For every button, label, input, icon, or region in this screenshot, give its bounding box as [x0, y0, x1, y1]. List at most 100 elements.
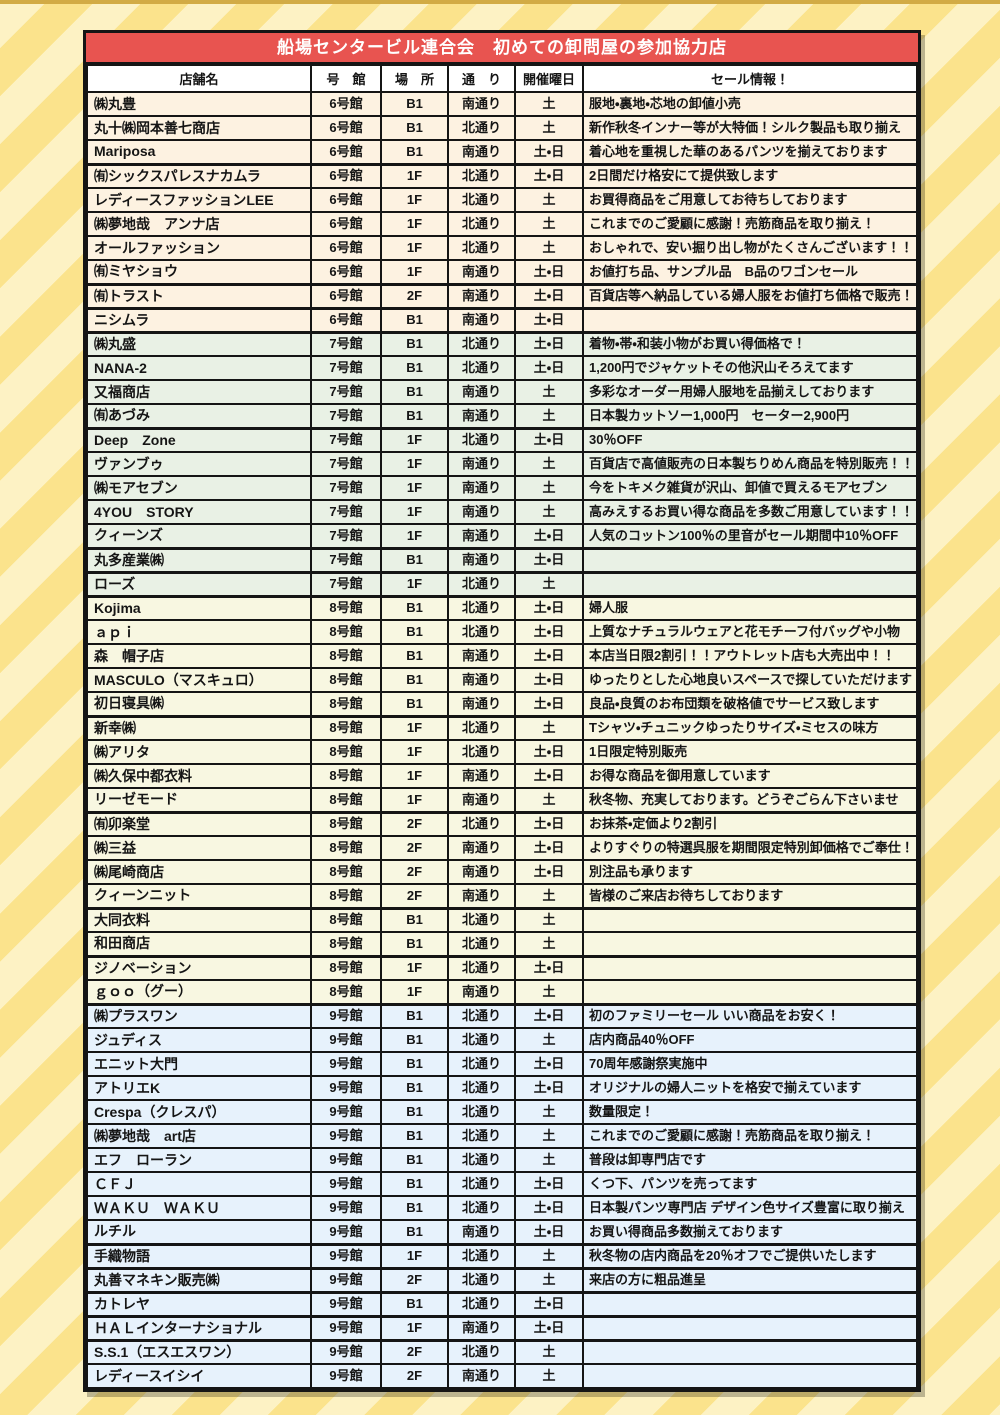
table-row: ジノベーション 8号館 1F 北通り 土・日: [86, 954, 918, 981]
cell-sale-info: 百貨店で高値販売の日本製ちりめん商品を特別販売！！: [582, 451, 918, 477]
cell-days: 土: [514, 883, 584, 909]
cell-store-name: ㈱アリタ: [86, 739, 312, 765]
stores-table: 店舗名 号 館 場 所 通 り 開催曜日 セール情報！ ㈱丸豊 6号館 B1 南…: [86, 64, 918, 1389]
cell-sale-info: 婦人服: [582, 594, 918, 621]
cell-store-name: MASCULO（マスキュロ）: [86, 667, 312, 693]
cell-floor: B1: [380, 1123, 449, 1149]
table-row: 4YOU STORY 7号館 1F 南通り 土 高みえするお買い得な商品を多数ご…: [86, 499, 918, 525]
cell-sale-info: オリジナルの婦人ニットを格安で揃えています: [582, 1075, 918, 1101]
table-row: ㈲あづみ 7号館 B1 南通り 土 日本製カットソー1,000円 セーター2,9…: [86, 403, 918, 429]
cell-store-name: ａｐｉ: [86, 619, 312, 645]
table-row: ㈱モアセブン 7号館 1F 南通り 土 今をトキメク雑貨が沢山、卸値で買えるモア…: [86, 475, 918, 501]
cell-sale-info: 30％OFF: [582, 426, 918, 453]
table-row: カトレヤ 9号館 B1 北通り 土・日: [86, 1290, 918, 1317]
cell-sale-info: よりすぐりの特選呉服を期間限定特別卸価格でご奉仕！: [582, 835, 918, 861]
cell-floor: B1: [380, 139, 449, 165]
table-row: ジュディス 9号館 B1 北通り 土 店内商品40％OFF: [86, 1027, 918, 1053]
cell-street: 南通り: [447, 475, 516, 501]
cell-days: 土・日: [514, 1195, 584, 1221]
table-row: 森 帽子店 8号館 B1 南通り 土・日 本店当日限2割引！！アウトレット店も大…: [86, 643, 918, 669]
cell-days: 土・日: [514, 523, 584, 549]
cell-days: 土・日: [514, 667, 584, 693]
cell-street: 北通り: [447, 906, 516, 933]
cell-street: 北通り: [447, 1338, 516, 1365]
cell-sale-info: 秋冬物、充実しております。どうぞごらん下さいませ: [582, 787, 918, 813]
cell-street: 北通り: [447, 1266, 516, 1293]
cell-floor: 1F: [380, 475, 449, 501]
cell-store-name: エニット大門: [86, 1051, 312, 1077]
cell-days: 土: [514, 451, 584, 477]
table-row: ㈱丸豊 6号館 B1 南通り 土 服地・裏地・芯地の卸値小売: [86, 91, 918, 117]
cell-floor: B1: [380, 91, 449, 117]
cell-store-name: S.S.1（エスエスワン）: [86, 1338, 312, 1365]
cell-street: 南通り: [447, 259, 516, 285]
table-row: ＣＦＪ 9号館 B1 北通り 土・日 くつ下、パンツを売ってます: [86, 1171, 918, 1197]
cell-building: 9号館: [310, 1338, 382, 1365]
cell-sale-info: 店内商品40％OFF: [582, 1027, 918, 1053]
cell-building: 8号館: [310, 739, 382, 765]
cell-days: 土・日: [514, 619, 584, 645]
column-header-sale-info: セール情報！: [582, 64, 918, 93]
cell-building: 8号館: [310, 643, 382, 669]
cell-sale-info: くつ下、パンツを売ってます: [582, 1171, 918, 1197]
column-header-store-name: 店舗名: [86, 64, 312, 93]
table-row: 手織物語 9号館 1F 北通り 土 秋冬物の店内商品を20％オフでご提供いたしま…: [86, 1242, 918, 1269]
cell-days: 土: [514, 379, 584, 405]
cell-days: 土・日: [514, 330, 584, 357]
cell-days: 土: [514, 1099, 584, 1125]
cell-days: 土: [514, 1338, 584, 1365]
table-row: 丸善マネキン販売㈱ 9号館 2F 北通り 土 来店の方に粗品進呈: [86, 1266, 918, 1293]
cell-floor: 1F: [380, 979, 449, 1005]
cell-building: 8号館: [310, 906, 382, 933]
cell-building: 8号館: [310, 835, 382, 861]
cell-days: 土・日: [514, 1290, 584, 1317]
table-row: ㈲シックスパレスナカムラ 6号館 1F 北通り 土・日 2日間だけ格安にて提供致…: [86, 162, 918, 189]
cell-store-name: レディースイシイ: [86, 1363, 312, 1389]
cell-sale-info: これまでのご愛顧に感謝！売筋商品を取り揃え！: [582, 1123, 918, 1149]
cell-store-name: ジノベーション: [86, 954, 312, 981]
cell-building: 6号館: [310, 306, 382, 333]
cell-store-name: カトレヤ: [86, 1290, 312, 1317]
cell-store-name: ルチル: [86, 1219, 312, 1245]
table-row: ㈱プラスワン 9号館 B1 北通り 土・日 初のファミリーセール いい商品をお安…: [86, 1002, 918, 1029]
cell-store-name: ㈲トラスト: [86, 282, 312, 309]
cell-sale-info: 良品・良質のお布団類を破格値でサービス致します: [582, 691, 918, 717]
table-row: ローズ 7号館 1F 北通り 土: [86, 570, 918, 597]
cell-street: 北通り: [447, 330, 516, 357]
cell-store-name: 森 帽子店: [86, 643, 312, 669]
cell-floor: 1F: [380, 187, 449, 213]
cell-floor: 1F: [380, 1314, 449, 1341]
table-row: ｇｏｏ（グー） 8号館 1F 南通り 土: [86, 979, 918, 1005]
column-header-days: 開催曜日: [514, 64, 584, 93]
cell-sale-info: 百貨店等へ納品している婦人服をお値打ち価格で販売！: [582, 282, 918, 309]
table-row: 丸多産業㈱ 7号館 B1 南通り 土・日: [86, 546, 918, 573]
cell-store-name: NANA-2: [86, 355, 312, 381]
cell-days: 土: [514, 787, 584, 813]
cell-floor: 1F: [380, 211, 449, 237]
cell-building: 9号館: [310, 1027, 382, 1053]
cell-street: 南通り: [447, 282, 516, 309]
cell-days: 土・日: [514, 1219, 584, 1245]
cell-days: 土・日: [514, 1002, 584, 1029]
table-row: 和田商店 8号館 B1 北通り 土: [86, 931, 918, 957]
table-row: 又福商店 7号館 B1 南通り 土 多彩なオーダー用婦人服地を品揃えしております: [86, 379, 918, 405]
cell-building: 8号館: [310, 667, 382, 693]
cell-store-name: Crespa（クレスパ）: [86, 1099, 312, 1125]
cell-building: 7号館: [310, 546, 382, 573]
cell-sale-info: これまでのご愛顧に感謝！売筋商品を取り揃え！: [582, 211, 918, 237]
cell-floor: 2F: [380, 282, 449, 309]
cell-building: 9号館: [310, 1099, 382, 1125]
cell-street: 南通り: [447, 451, 516, 477]
cell-street: 北通り: [447, 619, 516, 645]
cell-store-name: ㈲シックスパレスナカムラ: [86, 162, 312, 189]
cell-floor: 2F: [380, 1363, 449, 1389]
cell-building: 6号館: [310, 235, 382, 261]
cell-sale-info: 新作秋冬インナー等が大特価！シルク製品も取り揃え: [582, 115, 918, 141]
cell-building: 8号館: [310, 787, 382, 813]
cell-sale-info: 本店当日限2割引！！アウトレット店も大売出中！！: [582, 643, 918, 669]
cell-days: 土・日: [514, 162, 584, 189]
cell-sale-info: 別注品も承ります: [582, 859, 918, 885]
table-title: 船場センタービル連合会 初めての卸問屋の参加協力店: [86, 33, 918, 64]
cell-floor: 1F: [380, 499, 449, 525]
cell-floor: 1F: [380, 787, 449, 813]
